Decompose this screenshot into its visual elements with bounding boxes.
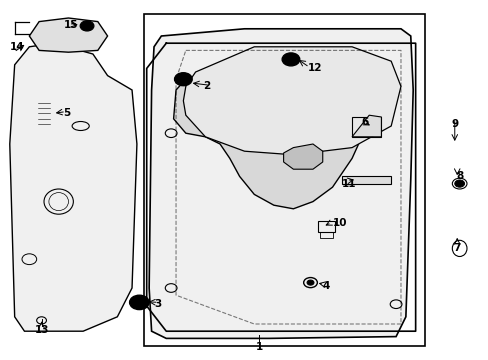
- Bar: [317, 221, 334, 232]
- PathPatch shape: [342, 176, 390, 184]
- Bar: [37, 97, 51, 126]
- PathPatch shape: [351, 115, 381, 137]
- Bar: [351, 117, 381, 137]
- Bar: [144, 14, 425, 346]
- Text: 6: 6: [361, 117, 368, 127]
- PathPatch shape: [173, 72, 366, 209]
- Text: 8: 8: [455, 171, 462, 181]
- Circle shape: [306, 280, 313, 285]
- Text: 9: 9: [450, 119, 457, 129]
- Text: 11: 11: [342, 179, 356, 189]
- PathPatch shape: [10, 43, 137, 331]
- Text: 7: 7: [452, 243, 460, 253]
- PathPatch shape: [149, 29, 412, 338]
- PathPatch shape: [29, 18, 107, 52]
- Text: 13: 13: [34, 325, 49, 335]
- Text: 2: 2: [203, 81, 210, 91]
- Text: 14: 14: [10, 42, 24, 52]
- Text: 10: 10: [332, 218, 346, 228]
- Circle shape: [129, 295, 149, 310]
- Text: 1: 1: [255, 342, 262, 352]
- Text: 5: 5: [63, 108, 71, 118]
- Bar: [320, 232, 332, 238]
- PathPatch shape: [283, 144, 322, 169]
- Circle shape: [282, 53, 299, 66]
- PathPatch shape: [183, 47, 400, 155]
- Text: 15: 15: [63, 20, 78, 30]
- Circle shape: [174, 73, 192, 86]
- Text: 12: 12: [307, 63, 322, 73]
- Circle shape: [80, 21, 94, 31]
- Text: 4: 4: [322, 281, 329, 291]
- Circle shape: [454, 180, 464, 187]
- Text: 3: 3: [154, 299, 161, 309]
